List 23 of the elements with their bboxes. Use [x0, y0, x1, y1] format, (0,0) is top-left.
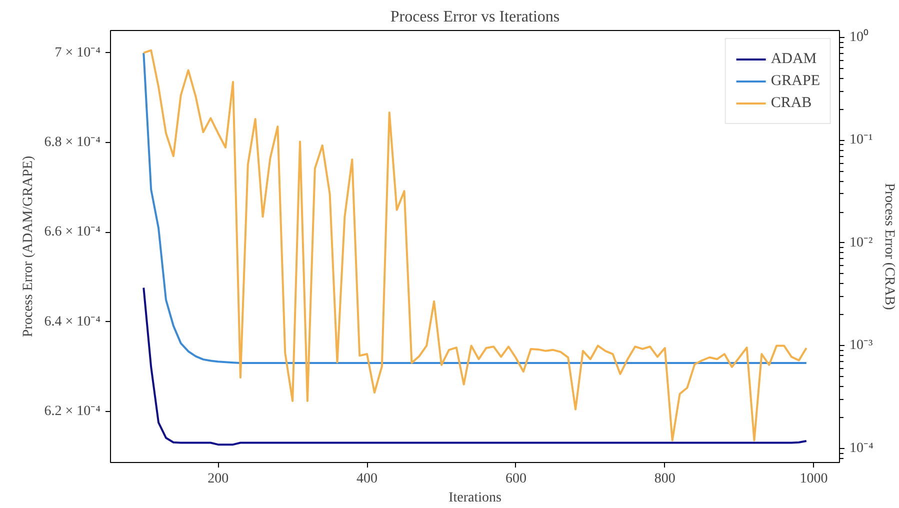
y2-axis-title: Process Error (CRAB): [881, 183, 896, 310]
x-tick-label: 800: [654, 472, 676, 486]
y-tick-label: 7 × 10⁻⁴: [54, 45, 101, 60]
x-tick-label: 1000: [800, 472, 828, 486]
line-series: [142, 286, 808, 446]
x-axis-title: Iterations: [448, 490, 502, 506]
legend-label: GRAPE: [770, 72, 820, 90]
y2-tick-label: 10⁻⁴: [850, 440, 874, 456]
y2-tick-label: 10⁻²: [850, 235, 873, 250]
y-tick-label: 6.2 × 10⁻⁴: [44, 404, 101, 419]
x-tick-label: 400: [356, 472, 378, 486]
y-tick-label: 6.4 × 10⁻⁴: [44, 314, 101, 330]
x-tick-label: 200: [208, 472, 229, 486]
y2-tick-label: 10⁻¹: [850, 132, 873, 148]
y-axis-title: Process Error (ADAM/GRAPE): [21, 156, 36, 338]
legend-label: ADAM: [770, 50, 817, 68]
x-tick-label: 600: [505, 472, 526, 486]
legend-label: CRAB: [770, 94, 812, 112]
y2-tick-label: 10⁰: [850, 29, 868, 46]
y-tick-label: 6.6 × 10⁻⁴: [44, 224, 101, 240]
y-tick-label: 6.8 × 10⁻⁴: [44, 135, 101, 150]
chart-title: Process Error vs Iterations: [390, 8, 560, 26]
y2-tick-label: 10⁻³: [850, 338, 873, 354]
